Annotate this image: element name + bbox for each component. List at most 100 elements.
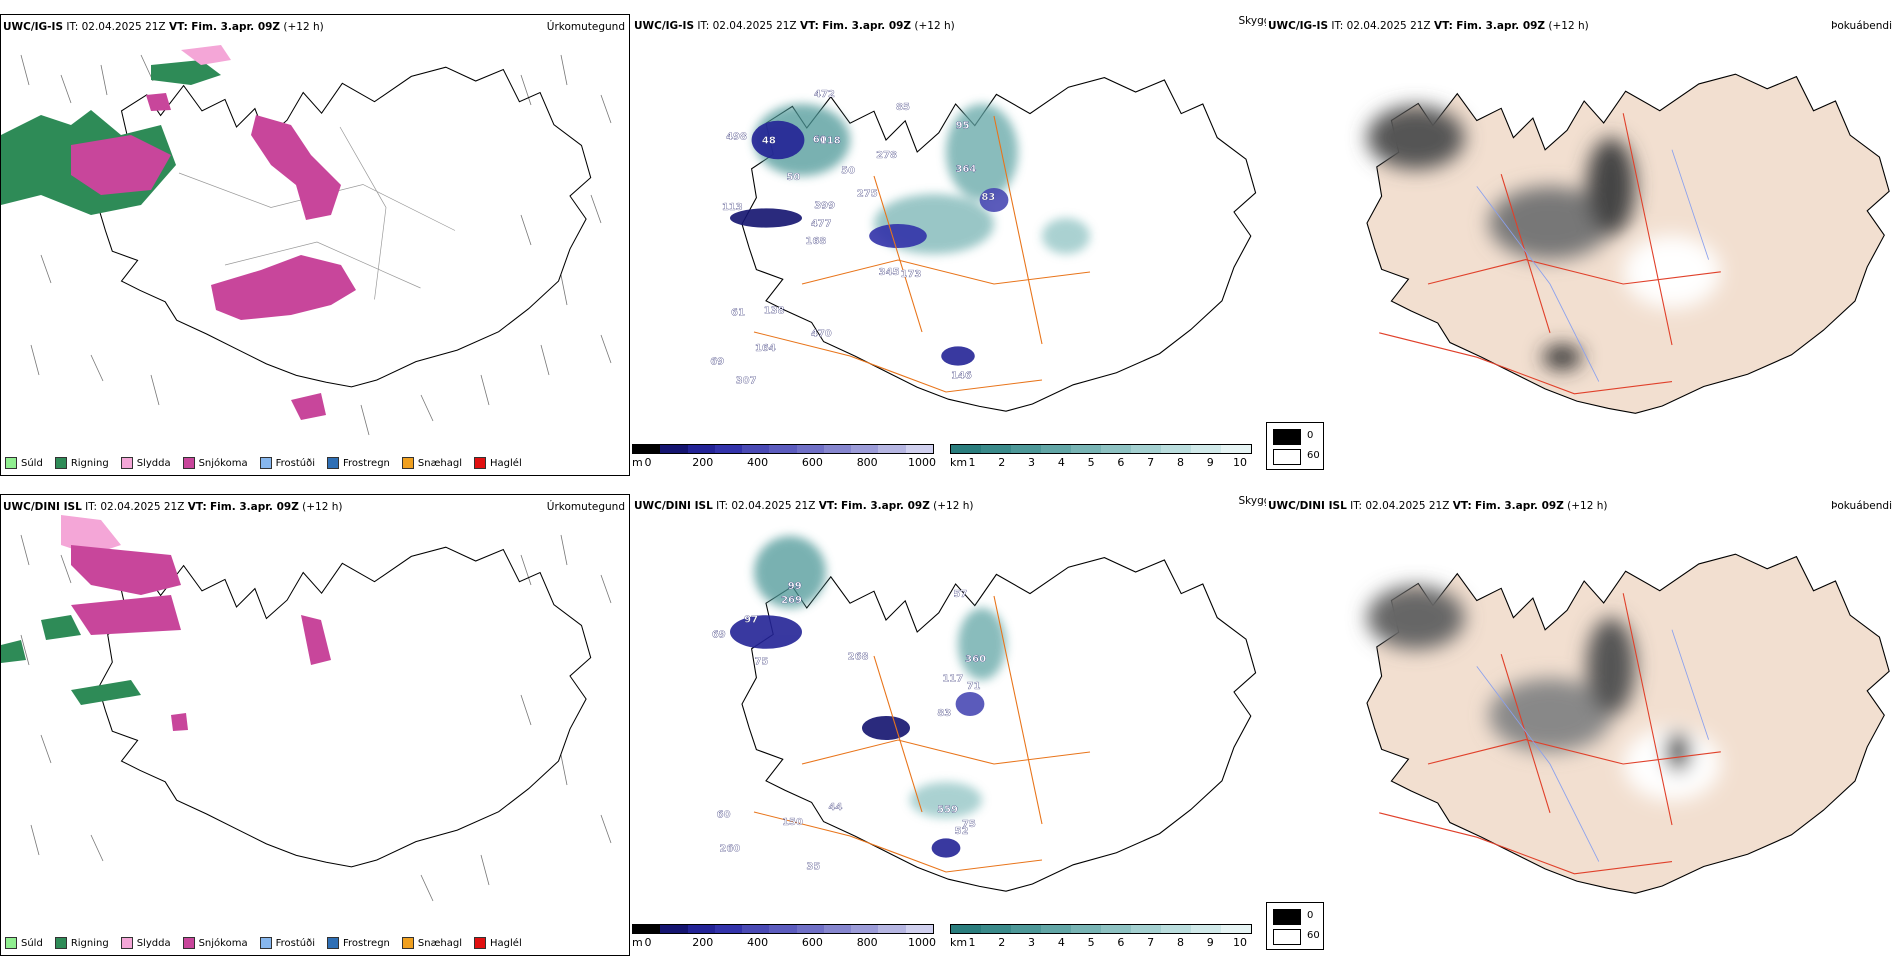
ceiling-value-label: 117 xyxy=(942,673,963,684)
colorbar-tick: 3 xyxy=(1028,936,1036,949)
panel-name: Úrkomutegund xyxy=(546,501,625,513)
panel-header: UWC/IG-IS IT: 02.04.2025 21Z VT: Fim. 3.… xyxy=(1268,20,1589,32)
fog-legend: 0 60 xyxy=(1266,902,1324,950)
ceiling-value-label: 52 xyxy=(955,826,969,837)
colorbar-cell xyxy=(1041,925,1071,933)
ceiling-value-label: 48 xyxy=(762,136,776,147)
legend-swatch xyxy=(182,937,195,949)
ceiling-value-label: 268 xyxy=(848,652,869,663)
legend-label: Snjókoma xyxy=(198,937,248,949)
legend-item: Haglél xyxy=(474,457,522,469)
colorbar-tick: 5 xyxy=(1087,936,1095,949)
ceiling-value-label: 57 xyxy=(953,589,967,600)
precip-type-map-bottom xyxy=(1,515,612,902)
colorbar-cell xyxy=(1071,445,1101,453)
legend-item: Frostregn xyxy=(327,937,390,949)
colorbar-tick: 1 xyxy=(968,456,976,469)
colorbar-tick: 400 xyxy=(747,456,769,469)
colorbar-tick: 600 xyxy=(801,456,823,469)
ceiling-value-label: 470 xyxy=(811,328,832,339)
legend-label: Haglél xyxy=(490,937,522,949)
ceiling-value-label: 146 xyxy=(951,370,972,381)
colorbar-cell xyxy=(1131,925,1161,933)
legend-label: Haglél xyxy=(490,457,522,469)
legend-item: Slydda xyxy=(120,937,171,949)
legend-swatch xyxy=(5,457,17,469)
ceiling-value-label: 95 xyxy=(956,121,970,132)
ceiling-value-labels-bottom: 559 360 75 268 260 99 117 150 57 75 71 69 83 35 60 97 52… xyxy=(712,581,987,873)
ceiling-value-label: 173 xyxy=(900,269,921,280)
iceland-coastline xyxy=(97,546,592,868)
ceiling-value-label: 345 xyxy=(879,267,900,278)
fog-legend-min-swatch xyxy=(1273,429,1301,445)
ceiling-value-label: 307 xyxy=(736,375,757,386)
ceiling-value-label: 275 xyxy=(857,189,878,200)
colorbar-cell xyxy=(1101,925,1131,933)
colorbar-cell xyxy=(769,445,797,453)
colorbar-cell xyxy=(851,445,879,453)
colorbar-cell xyxy=(1221,445,1251,453)
legend-item: Snæhagl xyxy=(401,457,462,469)
legend-swatch xyxy=(401,937,414,949)
colorbar-cell xyxy=(1131,445,1161,453)
legend-item: Súld xyxy=(5,457,43,469)
colorbar-tick: 4 xyxy=(1057,936,1065,949)
colorbar-tick: 8 xyxy=(1176,456,1184,469)
colorbar-tick: 400 xyxy=(747,936,769,949)
iceland-coastline xyxy=(97,66,592,388)
panel-name: Þokuábendi xyxy=(1831,20,1892,32)
ceiling-map-top xyxy=(730,77,1257,412)
legend-label: Súld xyxy=(21,457,43,469)
colorbar-tick: 5 xyxy=(1087,456,1095,469)
colorbar-cell xyxy=(742,925,770,933)
legend-swatch xyxy=(259,457,272,469)
ceiling-value-label: 138 xyxy=(764,305,785,316)
colorbar-tick: 10 xyxy=(1233,456,1247,469)
legend-label: Slydda xyxy=(136,937,171,949)
legend-label: Rigning xyxy=(70,457,109,469)
ceiling-value-label: 150 xyxy=(782,817,803,828)
colorbar-tick: 9 xyxy=(1206,456,1214,469)
colorbar-cell xyxy=(878,925,906,933)
colorbar-cell xyxy=(714,445,743,453)
ceiling-value-label: 69 xyxy=(710,356,724,367)
legend-label: Rigning xyxy=(70,937,109,949)
ceiling-value-label: 83 xyxy=(981,192,995,203)
panel-header: UWC/DINI ISL IT: 02.04.2025 21Z VT: Fim.… xyxy=(1268,500,1608,512)
ceiling-value-label: 60 xyxy=(813,134,827,145)
ceiling-value-label: 477 xyxy=(811,219,832,230)
colorbar-cell xyxy=(981,925,1011,933)
colorbar-tick: 800 xyxy=(856,936,878,949)
fog-shading xyxy=(1367,105,1721,370)
colorbar-tick: 8 xyxy=(1176,936,1184,949)
colorbar-tick: 6 xyxy=(1117,456,1125,469)
colorbar-cell xyxy=(1041,445,1071,453)
ceiling-value-label: 118 xyxy=(820,136,841,147)
legend-swatch xyxy=(54,937,67,949)
colorbar-cell xyxy=(660,925,688,933)
colorbar-cell xyxy=(951,445,981,453)
colorbar-cell xyxy=(633,445,661,453)
ceiling-value-label: 364 xyxy=(955,164,976,175)
colorbar-cell xyxy=(796,925,824,933)
legend-swatch xyxy=(120,457,133,469)
legend-swatch xyxy=(401,457,414,469)
legend-item: Snjókoma xyxy=(182,457,248,469)
legend-label: Frostúði xyxy=(275,457,315,469)
ceiling-areas xyxy=(730,615,985,858)
ceiling-map-bottom xyxy=(730,536,1257,892)
legend-item: Snæhagl xyxy=(401,937,462,949)
colorbar-cell xyxy=(823,445,852,453)
panel-header: UWC/IG-IS IT: 02.04.2025 21Z VT: Fim. 3.… xyxy=(3,21,324,33)
legend-item: Frostregn xyxy=(327,457,390,469)
ceiling-value-label: 61 xyxy=(731,307,745,318)
legend-item: Slydda xyxy=(120,457,171,469)
ceiling-value-label: 97 xyxy=(744,614,758,625)
colorbar-cell xyxy=(769,925,797,933)
legend-swatch xyxy=(474,457,487,469)
fog-legend-min-swatch xyxy=(1273,909,1301,925)
ceiling-value-label: 168 xyxy=(805,236,826,247)
colorbar-tick: 0 xyxy=(644,936,652,949)
precip-legend: Súld Rigning Slydda Snjókoma Frostúði Frostre… xyxy=(5,457,522,469)
colorbar-cell xyxy=(951,925,981,933)
